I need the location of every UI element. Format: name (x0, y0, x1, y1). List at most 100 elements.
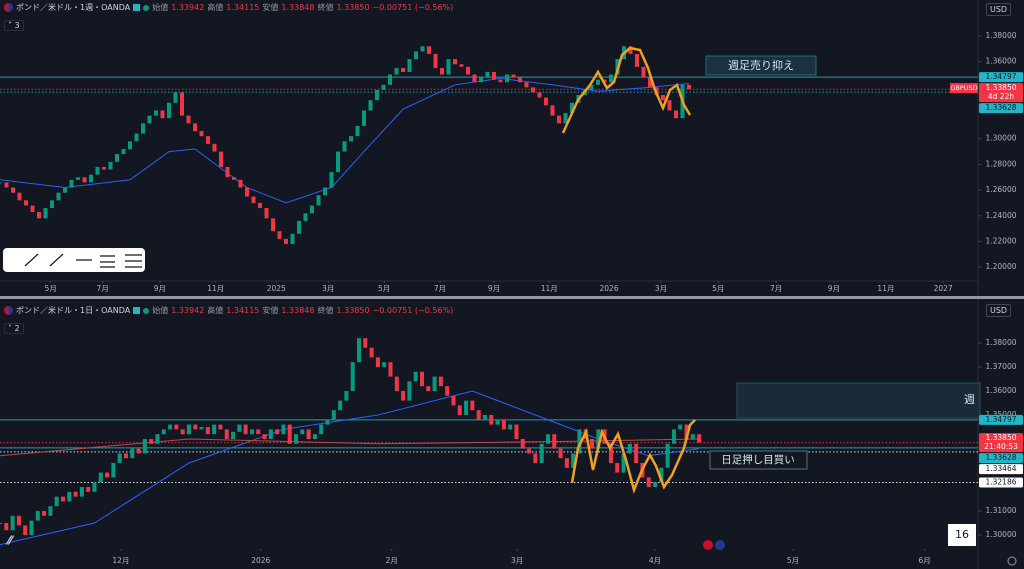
indicator-count: 3 (14, 21, 20, 30)
ohlc-value: 1.33848 (281, 306, 315, 315)
price-tag (979, 83, 1023, 103)
candle (297, 220, 301, 234)
zigzag[interactable] (570, 419, 696, 494)
candle (238, 179, 243, 188)
moving-average (0, 390, 700, 546)
price-tag (979, 477, 1023, 488)
candle (130, 448, 135, 459)
event-flag[interactable] (715, 540, 725, 550)
candle (268, 429, 273, 440)
candle (362, 110, 366, 126)
candle (56, 192, 61, 201)
candle (50, 200, 54, 209)
ohlc-value: 1.33850 (336, 3, 370, 12)
candle (287, 424, 292, 444)
price-tag (979, 433, 1023, 453)
note-box[interactable] (705, 55, 817, 76)
candle (596, 79, 600, 85)
candle (498, 79, 503, 83)
candle (628, 46, 633, 54)
candle (281, 424, 286, 435)
candle (17, 192, 22, 201)
candle (312, 434, 317, 440)
candle (262, 434, 267, 440)
candle (338, 400, 343, 411)
x-tick-label: 5月 (787, 556, 799, 565)
note-text: 日足押し目買い (721, 453, 795, 466)
candle (564, 458, 569, 468)
x-tick-label: 5月 (45, 284, 57, 293)
ohlc-value: 1.34115 (226, 3, 260, 12)
ohlc-label: 終値 (317, 306, 334, 315)
candle (659, 467, 664, 483)
ohlc-value: 1.33848 (281, 3, 315, 12)
candle (661, 95, 665, 101)
candle (674, 110, 678, 119)
candle (514, 424, 519, 440)
candle (290, 233, 295, 245)
candle (141, 123, 145, 134)
candle (336, 151, 340, 173)
moving-average (0, 438, 700, 457)
candle (294, 434, 299, 444)
candle (550, 105, 555, 116)
indicator-toggle[interactable]: ˅ 3 (4, 20, 24, 31)
candle (174, 424, 179, 430)
candle (323, 187, 327, 196)
zigzag[interactable] (561, 46, 692, 134)
candle (653, 482, 658, 488)
candle (193, 424, 198, 430)
countdown: 21:40:53 (984, 442, 1018, 451)
candle (160, 110, 165, 119)
toolbar-icons[interactable] (24, 253, 142, 268)
candle (609, 74, 613, 83)
candle (249, 429, 254, 435)
symbol-title[interactable]: ポンド／米ドル・1週・OANDA (16, 3, 131, 12)
pane-separator[interactable] (0, 296, 1024, 299)
ohlc-value: 1.33942 (171, 306, 205, 315)
price-tag (979, 464, 1023, 475)
icon (133, 4, 141, 11)
candle (608, 443, 613, 464)
candle (4, 523, 9, 531)
currency[interactable]: USD (986, 3, 1012, 16)
candle (344, 390, 349, 401)
candle (678, 424, 683, 430)
candle (16, 515, 21, 526)
event-flag[interactable] (703, 540, 713, 550)
candle (641, 66, 646, 78)
ohlc-value: 1.33942 (171, 3, 205, 12)
candle (697, 434, 702, 443)
candle (634, 443, 639, 464)
symbol-title[interactable]: ポンド／米ドル・1日・OANDA (16, 306, 131, 315)
candle (193, 123, 197, 132)
zone-box[interactable] (736, 382, 981, 419)
candle (368, 100, 373, 111)
x-tick-label: 6月 (918, 556, 930, 565)
y-tick-label: 1.24000 (985, 211, 1016, 220)
candle (142, 439, 147, 454)
candle (256, 429, 261, 435)
candle (520, 439, 525, 449)
indicator-toggle[interactable]: ˅ 2 (4, 323, 24, 334)
currency[interactable]: USD (986, 304, 1012, 317)
y-tick-label: 1.37000 (985, 362, 1016, 371)
candle (102, 166, 106, 170)
x-tick-label: 9月 (828, 284, 840, 293)
candle (419, 371, 424, 387)
y-tick-label: 1.22000 (985, 236, 1016, 245)
x-tick-label: 5月 (712, 284, 724, 293)
y-tick-label: 1.30000 (985, 530, 1016, 539)
candle (271, 218, 275, 232)
candle (375, 89, 379, 101)
candle (476, 410, 481, 420)
x-tick-label: 7月 (770, 284, 782, 293)
candle (413, 371, 418, 382)
x-tick-label: 9月 (154, 284, 166, 293)
candle (67, 491, 72, 502)
settings[interactable] (1007, 556, 1017, 566)
note-box[interactable] (709, 450, 808, 470)
candle (533, 453, 538, 464)
candle (665, 443, 670, 468)
